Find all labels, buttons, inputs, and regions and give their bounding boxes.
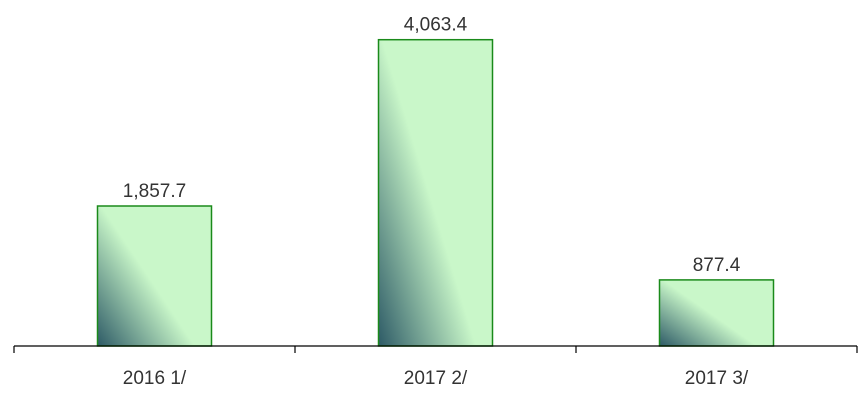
bar-1 [377,38,494,347]
data-label-1: 4,063.4 [404,15,468,36]
data-label-0: 1,857.7 [123,181,186,202]
data-labels-layer: 1,857.7 4,063.4 877.4 [123,15,741,276]
bar-2 [658,279,775,347]
x-tick-label-2: 2017 3/ [685,368,749,389]
x-axis: 2016 1/2017 2/2017 3/ [13,345,858,389]
data-label-2: 877.4 [693,255,741,276]
x-tick-label-1: 2017 2/ [404,368,468,389]
bars-layer [96,38,775,347]
x-tick-label-0: 2016 1/ [123,368,187,389]
bar-0 [96,205,213,347]
